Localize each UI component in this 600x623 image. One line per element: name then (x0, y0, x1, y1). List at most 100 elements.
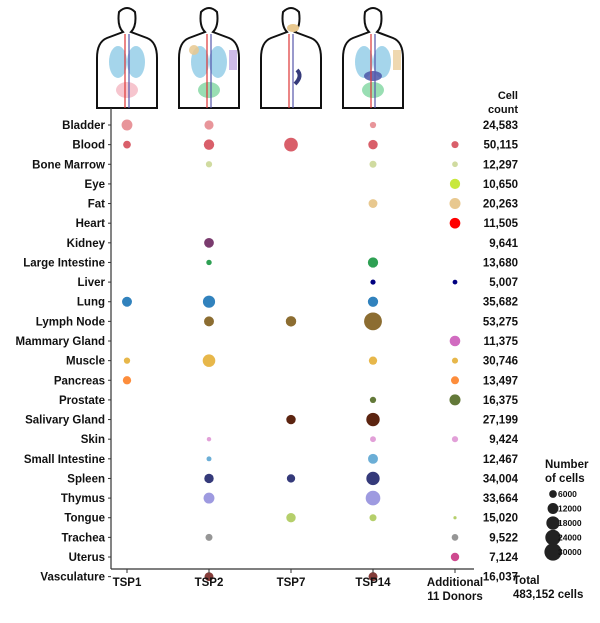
bubble-skin-4 (451, 436, 459, 443)
bubble-bone-marrow-4 (452, 161, 458, 168)
bubble-muscle-3 (368, 356, 378, 365)
cell-count-label: 9,522 (489, 532, 518, 544)
bubble-pancreas-4 (451, 376, 459, 385)
x-tick-label: TSP2 (195, 577, 224, 589)
bubble-blood-3 (368, 139, 378, 150)
y-tick-label: Uterus (69, 552, 105, 564)
bubble-prostate-3 (369, 396, 377, 404)
y-tick-label: Spleen (67, 473, 105, 485)
y-tick-label: Thymus (61, 493, 105, 505)
organ-lung-right (373, 46, 391, 78)
bubble-bone-marrow-1 (205, 161, 213, 168)
cell-count-label: 16,037 (483, 572, 518, 584)
body-diagram-icon-tsp7 (260, 7, 322, 109)
cell-count-label: 27,199 (483, 415, 518, 427)
organ-lung-right (127, 46, 145, 78)
bubble-salivary-gland-2 (286, 414, 296, 425)
bubble-blood-4 (451, 141, 459, 149)
bubble-blood-1 (203, 139, 215, 150)
size-legend-bubble (546, 516, 560, 530)
size-legend-label: 18000 (558, 518, 582, 528)
organ-abdomen (116, 82, 138, 98)
y-tick-label: Mammary Gland (16, 336, 105, 348)
bubble-tongue-3 (369, 514, 377, 522)
y-tick-label: Heart (76, 218, 106, 230)
body-diagram-icon-tsp1 (96, 7, 158, 109)
bubble-liver-4 (452, 279, 458, 285)
organ-mark (189, 45, 199, 55)
total-cells-label: Total (513, 575, 540, 587)
y-tick-label: Bone Marrow (32, 159, 105, 171)
y-tick-label: Tongue (64, 513, 105, 525)
cell-count-label: 35,682 (483, 297, 518, 309)
y-tick-label: Pancreas (54, 375, 105, 387)
bubble-mammary-gland-4 (449, 335, 461, 347)
organ-lung-left (355, 46, 373, 78)
total-cells-label: 483,152 cells (513, 589, 583, 601)
y-tick-label: Skin (81, 434, 105, 446)
bubble-muscle-1 (202, 354, 216, 367)
bubble-bladder-1 (204, 120, 214, 130)
body-diagram-icon-tsp14 (342, 7, 404, 109)
bubble-eye-4 (449, 178, 461, 190)
bubble-salivary-gland-3 (366, 412, 380, 427)
cell-count-label: 34,004 (483, 473, 519, 485)
cell-count-label: 5,007 (489, 277, 518, 289)
organ-lung-right (209, 46, 227, 78)
bubble-lymph-node-1 (204, 316, 214, 327)
y-tick-label: Large Intestine (23, 257, 105, 269)
bubble-trachea-1 (205, 533, 213, 541)
size-legend-bubble (549, 490, 557, 498)
organ-abdomen (198, 82, 220, 98)
y-tick-label: Prostate (59, 395, 105, 407)
cell-count-label: 13,497 (483, 375, 518, 387)
bubble-trachea-4 (451, 534, 459, 541)
cell-count-label: 50,115 (483, 140, 518, 152)
torso-outline (96, 7, 158, 109)
bubble-pancreas-0 (122, 376, 132, 385)
cell-count-label: 15,020 (483, 513, 518, 525)
bubble-vasculature-1 (204, 572, 214, 582)
y-tick-label: Kidney (67, 238, 106, 250)
bubble-muscle-0 (123, 357, 131, 364)
x-tick-label: TSP7 (277, 577, 306, 589)
torso-outline (342, 7, 404, 109)
cell-count-label: 16,375 (483, 395, 519, 407)
bubble-prostate-4 (449, 394, 461, 406)
bubble-lymph-node-2 (285, 316, 297, 327)
organ-mark (364, 71, 382, 81)
y-tick-label: Liver (78, 277, 106, 289)
size-legend-label: 12000 (558, 504, 582, 514)
bubble-thymus-1 (203, 492, 215, 504)
cell-count-label: 53,275 (483, 316, 519, 328)
y-tick-label: Small Intestine (24, 454, 105, 466)
cell-count-label: 30,746 (483, 356, 518, 368)
size-legend-bubble (547, 503, 559, 514)
bubble-kidney-1 (204, 237, 214, 248)
y-tick-label: Fat (88, 199, 105, 211)
bubble-lung-1 (202, 295, 216, 308)
cell-count-label: 11,505 (483, 218, 518, 230)
bubble-fat-4 (449, 198, 461, 210)
bubble-heart-4 (449, 217, 461, 229)
cell-count-label: 9,424 (489, 434, 518, 446)
bubble-bone-marrow-3 (369, 160, 377, 168)
organ-salivary (287, 24, 299, 32)
size-legend-label: 6000 (558, 489, 577, 499)
y-tick-label: Salivary Gland (25, 415, 105, 427)
torso-outline (260, 7, 322, 109)
cell-count-label: 24,583 (483, 120, 518, 132)
bubble-thymus-3 (365, 490, 381, 506)
cell-count-label: 33,664 (483, 493, 519, 505)
size-legend-bubble (544, 543, 562, 561)
size-legend-bubble (545, 529, 561, 546)
cell-count-label: 20,263 (483, 199, 518, 211)
cell-count-label: 9,641 (489, 238, 518, 250)
bubble-uterus-4 (450, 552, 460, 562)
bubble-blood-0 (123, 140, 131, 149)
cell-count-label: 12,467 (483, 454, 518, 466)
bubble-tongue-4 (453, 516, 457, 520)
bubble-skin-1 (206, 436, 212, 442)
bubble-spleen-3 (366, 471, 380, 486)
